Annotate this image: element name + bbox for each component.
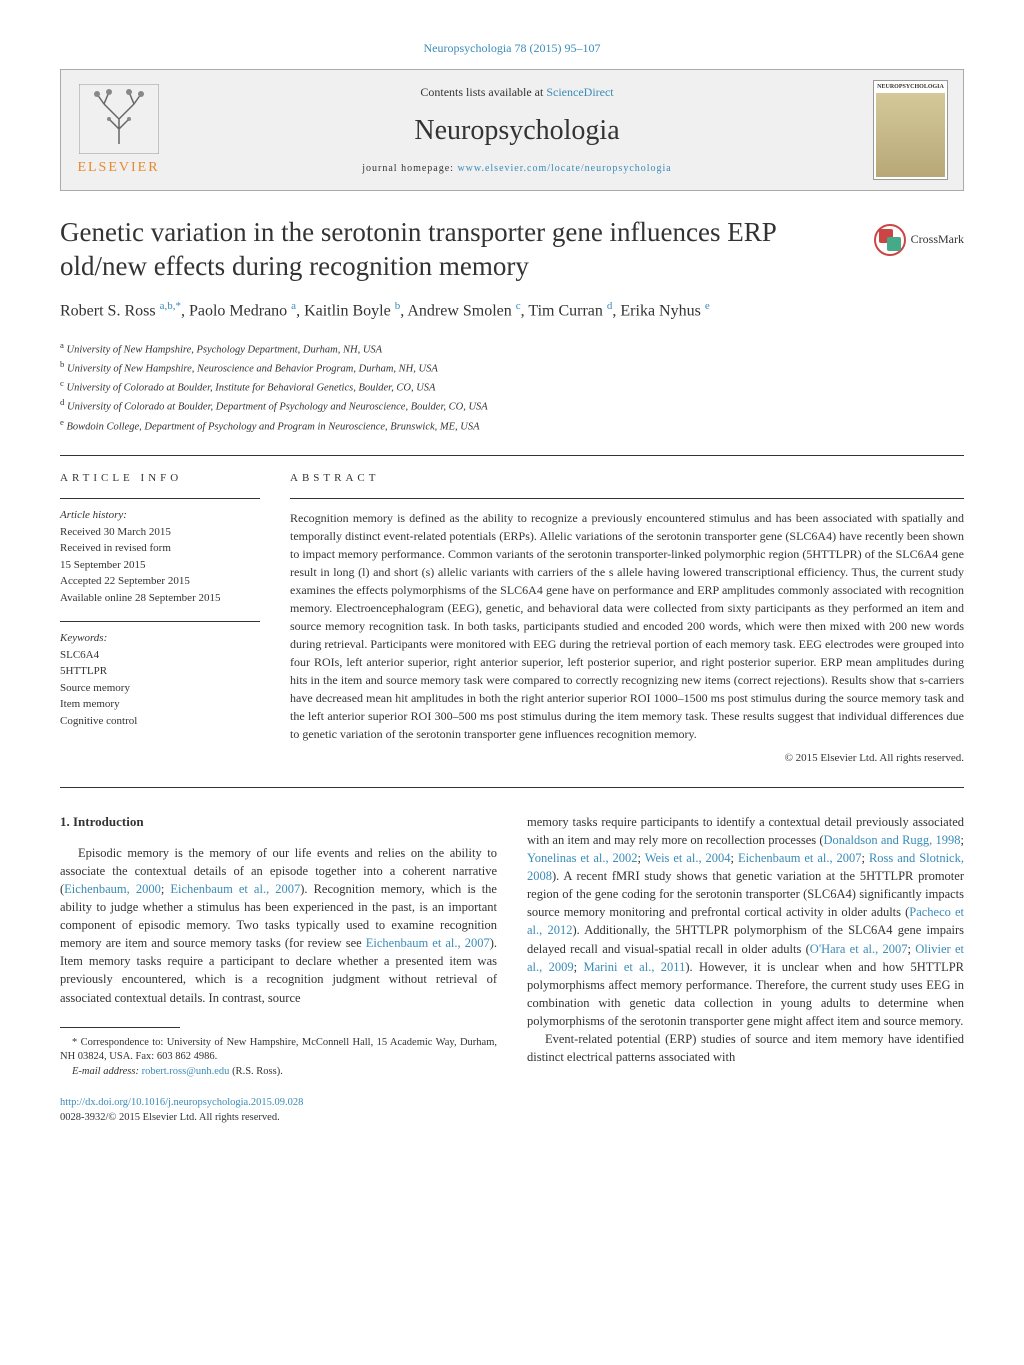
elsevier-logo: ELSEVIER <box>76 82 161 177</box>
cover-title: NEUROPSYCHOLOGIA <box>877 83 944 91</box>
authors-list: Robert S. Ross a,b,*, Paolo Medrano a, K… <box>60 298 964 323</box>
footnote-separator <box>60 1027 180 1028</box>
crossmark-icon <box>874 224 906 256</box>
keyword: Source memory <box>60 680 260 697</box>
copyright: © 2015 Elsevier Ltd. All rights reserved… <box>290 751 964 766</box>
cover-image <box>876 93 945 177</box>
email-link[interactable]: robert.ross@unh.edu <box>142 1066 230 1077</box>
contents-prefix: Contents lists available at <box>420 85 546 99</box>
citation-link[interactable]: Eichenbaum, 2000 <box>64 882 161 896</box>
crossmark-badge[interactable]: CrossMark <box>874 224 964 256</box>
keyword: 5HTTLPR <box>60 663 260 680</box>
text: ; <box>161 882 171 896</box>
abstract-text: Recognition memory is defined as the abi… <box>290 498 964 743</box>
section-heading: 1. Introduction <box>60 813 497 832</box>
text: ; <box>574 960 584 974</box>
email-footnote: E-mail address: robert.ross@unh.edu (R.S… <box>60 1065 497 1080</box>
elsevier-tree-icon <box>79 84 159 154</box>
text: ; <box>638 851 645 865</box>
citation-link[interactable]: O'Hara et al., 2007 <box>810 942 908 956</box>
affiliation-line: a University of New Hampshire, Psycholog… <box>60 339 964 358</box>
history-line: Available online 28 September 2015 <box>60 590 260 607</box>
section-number: 1. <box>60 814 70 829</box>
keyword: Cognitive control <box>60 713 260 730</box>
body-paragraph: Episodic memory is the memory of our lif… <box>60 844 497 1007</box>
text: ). A recent fMRI study shows that geneti… <box>527 869 964 919</box>
text: ; <box>961 833 964 847</box>
body-columns: 1. Introduction Episodic memory is the m… <box>60 813 964 1125</box>
rule <box>60 787 964 788</box>
elsevier-name: ELSEVIER <box>77 158 159 178</box>
body-col-left: 1. Introduction Episodic memory is the m… <box>60 813 497 1125</box>
section-title: Introduction <box>73 814 144 829</box>
abstract-col: ABSTRACT Recognition memory is defined a… <box>290 456 964 767</box>
citation-link[interactable]: Eichenbaum et al., 2007 <box>366 936 490 950</box>
article-info-heading: ARTICLE INFO <box>60 456 260 486</box>
info-abstract-row: ARTICLE INFO Article history: Received 3… <box>60 456 964 767</box>
journal-header-box: ELSEVIER Contents lists available at Sci… <box>60 69 964 191</box>
article-title: Genetic variation in the serotonin trans… <box>60 216 874 284</box>
correspondence-footnote: * Correspondence to: University of New H… <box>60 1036 497 1065</box>
affiliation-line: c University of Colorado at Boulder, Ins… <box>60 377 964 396</box>
keyword: SLC6A4 <box>60 647 260 664</box>
affiliation-line: d University of Colorado at Boulder, Dep… <box>60 396 964 415</box>
doi-block: http://dx.doi.org/10.1016/j.neuropsychol… <box>60 1095 497 1125</box>
homepage-line: journal homepage: www.elsevier.com/locat… <box>176 162 858 176</box>
email-suffix: (R.S. Ross). <box>229 1066 282 1077</box>
crossmark-text: CrossMark <box>911 231 964 248</box>
journal-cover-thumbnail: NEUROPSYCHOLOGIA <box>873 80 948 180</box>
text: ; <box>731 851 738 865</box>
citation-link[interactable]: Weis et al., 2004 <box>645 851 731 865</box>
history-line: Accepted 22 September 2015 <box>60 573 260 590</box>
doi-link[interactable]: http://dx.doi.org/10.1016/j.neuropsychol… <box>60 1097 303 1108</box>
history-line: Received in revised form <box>60 540 260 557</box>
body-paragraph: Event-related potential (ERP) studies of… <box>527 1030 964 1066</box>
body-paragraph: memory tasks require participants to ide… <box>527 813 964 1031</box>
sciencedirect-link[interactable]: ScienceDirect <box>546 85 613 99</box>
citation-link[interactable]: Eichenbaum et al., 2007 <box>738 851 862 865</box>
affiliation-line: b University of New Hampshire, Neuroscie… <box>60 358 964 377</box>
citation-link[interactable]: Donaldson and Rugg, 1998 <box>823 833 960 847</box>
affiliations: a University of New Hampshire, Psycholog… <box>60 339 964 435</box>
header-center: Contents lists available at ScienceDirec… <box>176 84 858 176</box>
citation-link[interactable]: Marini et al., 2011 <box>583 960 685 974</box>
citation-header: Neuropsychologia 78 (2015) 95–107 <box>60 40 964 57</box>
email-label: E-mail address: <box>72 1066 142 1077</box>
abstract-heading: ABSTRACT <box>290 456 964 486</box>
body-col-right: memory tasks require participants to ide… <box>527 813 964 1125</box>
homepage-link[interactable]: www.elsevier.com/locate/neuropsychologia <box>457 163 671 174</box>
text: ; <box>862 851 869 865</box>
homepage-prefix: journal homepage: <box>362 163 457 174</box>
journal-name: Neuropsychologia <box>176 111 858 150</box>
keywords-block: Keywords: SLC6A45HTTLPRSource memoryItem… <box>60 621 260 729</box>
title-row: Genetic variation in the serotonin trans… <box>60 216 964 284</box>
issn-copyright: 0028-3932/© 2015 Elsevier Ltd. All right… <box>60 1112 280 1123</box>
history-title: Article history: <box>60 507 260 524</box>
keywords-title: Keywords: <box>60 630 260 647</box>
article-history-block: Article history: Received 30 March 2015R… <box>60 498 260 606</box>
history-line: 15 September 2015 <box>60 557 260 574</box>
article-info-col: ARTICLE INFO Article history: Received 3… <box>60 456 260 767</box>
citation-link[interactable]: Eichenbaum et al., 2007 <box>170 882 300 896</box>
affiliation-line: e Bowdoin College, Department of Psychol… <box>60 416 964 435</box>
history-line: Received 30 March 2015 <box>60 524 260 541</box>
keyword: Item memory <box>60 696 260 713</box>
citation-link[interactable]: Yonelinas et al., 2002 <box>527 851 638 865</box>
contents-line: Contents lists available at ScienceDirec… <box>176 84 858 101</box>
